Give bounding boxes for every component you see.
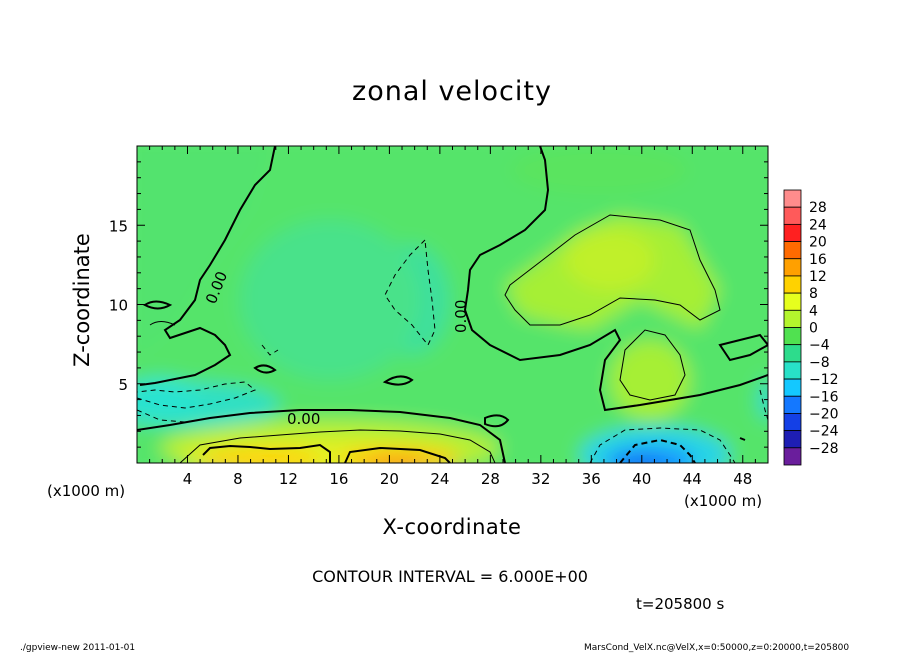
x-tick-label: 48 bbox=[733, 470, 752, 488]
x-tick-label: 12 bbox=[279, 470, 298, 488]
colorbar-swatch bbox=[783, 241, 802, 260]
y-tick-label: 5 bbox=[118, 376, 128, 394]
colorbar-swatch bbox=[783, 430, 802, 449]
colorbar-tick-label: 4 bbox=[809, 303, 818, 319]
colorbar-tick-label: 12 bbox=[809, 269, 827, 285]
colorbar-swatch bbox=[783, 258, 802, 277]
x-unit-label: (x1000 m) bbox=[684, 492, 762, 510]
colorbar-swatch bbox=[783, 395, 802, 414]
colorbar-swatch bbox=[783, 413, 802, 432]
x-tick-label: 40 bbox=[632, 470, 651, 488]
colorbar-tick-label: −28 bbox=[809, 441, 839, 457]
y-unit-label: (x1000 m) bbox=[47, 482, 125, 500]
colorbar-swatch bbox=[783, 189, 802, 208]
y-tick-label: 15 bbox=[109, 217, 128, 235]
colorbar-tick-label: 20 bbox=[809, 235, 827, 251]
colorbar-swatch bbox=[783, 361, 802, 380]
colorbar-swatch bbox=[783, 344, 802, 363]
colorbar-tick-label: 28 bbox=[809, 200, 827, 216]
axis-ticks bbox=[137, 146, 768, 463]
x-axis-label: X-coordinate bbox=[382, 515, 522, 539]
y-axis-label: Z-coordinate bbox=[70, 233, 94, 367]
colorbar-swatch bbox=[783, 378, 802, 397]
chart-title: zonal velocity bbox=[352, 76, 552, 107]
footer-right: MarsCond_VelX.nc@VelX,x=0:50000,z=0:2000… bbox=[584, 643, 850, 653]
x-tick-label: 32 bbox=[531, 470, 550, 488]
contour-interval-text: CONTOUR INTERVAL = 6.000E+00 bbox=[312, 567, 588, 586]
contour-label: 0.00 bbox=[452, 300, 470, 333]
x-tick-label: 28 bbox=[481, 470, 500, 488]
colorbar-tick-label: −20 bbox=[809, 406, 839, 422]
x-tick-label: 4 bbox=[183, 470, 193, 488]
contour-lines bbox=[137, 146, 768, 463]
x-tick-label: 44 bbox=[683, 470, 702, 488]
x-tick-label: 24 bbox=[430, 470, 449, 488]
colorbar-tick-label: 24 bbox=[809, 217, 827, 233]
colorbar-swatch bbox=[783, 447, 802, 466]
colorbar-tick-label: −12 bbox=[809, 372, 839, 388]
contour-label: 0.00 bbox=[287, 410, 320, 428]
colorbar-swatch bbox=[783, 292, 802, 311]
colorbar-tick-label: 8 bbox=[809, 286, 818, 302]
x-tick-label: 36 bbox=[582, 470, 601, 488]
colorbar-swatch bbox=[783, 223, 802, 242]
x-tick-label: 16 bbox=[329, 470, 348, 488]
velocity-field bbox=[137, 146, 768, 463]
y-tick-label: 10 bbox=[109, 297, 128, 315]
footer-left: ./gpview-new 2011-01-01 bbox=[20, 643, 136, 653]
colorbar-swatch bbox=[783, 206, 802, 225]
colorbar-tick-label: 16 bbox=[809, 252, 827, 268]
colorbar-tick-label: −24 bbox=[809, 424, 839, 440]
colorbar-swatch bbox=[783, 309, 802, 328]
colorbar-swatch bbox=[783, 275, 802, 294]
x-tick-label: 20 bbox=[380, 470, 399, 488]
colorbar-tick-label: −8 bbox=[809, 355, 830, 371]
colorbar-swatch bbox=[783, 327, 802, 346]
time-stamp: t=205800 s bbox=[636, 595, 725, 613]
colorbar-tick-label: 0 bbox=[809, 321, 818, 337]
colorbar-tick-label: −16 bbox=[809, 389, 839, 405]
x-tick-label: 8 bbox=[233, 470, 243, 488]
colorbar-tick-label: −4 bbox=[809, 338, 830, 354]
